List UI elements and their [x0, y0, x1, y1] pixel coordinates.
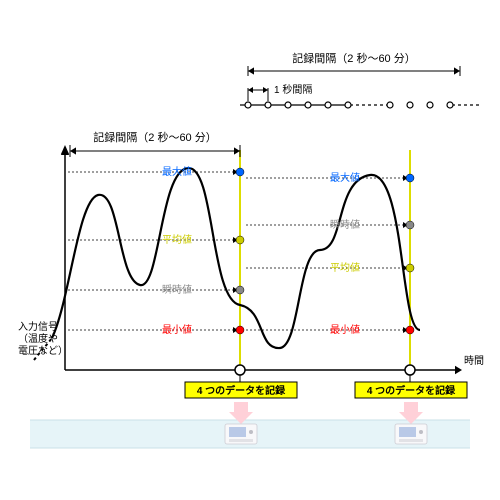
time-axis-label: 時間: [464, 355, 484, 367]
record-point: [235, 365, 245, 375]
max-dot: [406, 174, 414, 182]
inst-label: 瞬時値: [330, 218, 360, 231]
signal-curve: [52, 168, 420, 348]
inst-dot: [406, 221, 414, 229]
input-signal-label: 電圧など）: [18, 345, 68, 357]
avg-label: 平均値: [162, 233, 192, 246]
top-timeline: 記録間隔（2 秒〜60 分） 1 秒間隔: [240, 51, 480, 108]
device-icon: [395, 424, 427, 444]
avg-dot: [406, 264, 414, 272]
min-dot: [236, 326, 244, 334]
inst-label: 瞬時値: [162, 283, 192, 296]
inst-dot: [236, 286, 244, 294]
record-box-text: 4 つのデータを記録: [197, 384, 286, 397]
chart-interval-label: 記録間隔（2 秒〜60 分）: [93, 130, 216, 144]
min-dot: [406, 326, 414, 334]
top-interval-label: 記録間隔（2 秒〜60 分）: [292, 51, 415, 65]
max-label: 最大値: [330, 171, 360, 184]
input-signal-label: （温度や: [18, 332, 58, 345]
one-sec-label: 1 秒間隔: [274, 83, 312, 96]
input-signal-label: 入力信号: [18, 320, 58, 333]
main-chart: 記録間隔（2 秒〜60 分）最大値平均値瞬時値最小値最大値平均値瞬時値最小値入力…: [18, 130, 484, 398]
avg-dot: [236, 236, 244, 244]
record-box-text: 4 つのデータを記録: [367, 384, 456, 397]
device-icon: [225, 424, 257, 444]
avg-label: 平均値: [330, 261, 360, 274]
max-label: 最大値: [162, 165, 192, 178]
max-dot: [236, 168, 244, 176]
min-label: 最小値: [162, 323, 192, 336]
bottom-section: [30, 402, 470, 448]
min-label: 最小値: [330, 323, 360, 336]
record-point: [405, 365, 415, 375]
